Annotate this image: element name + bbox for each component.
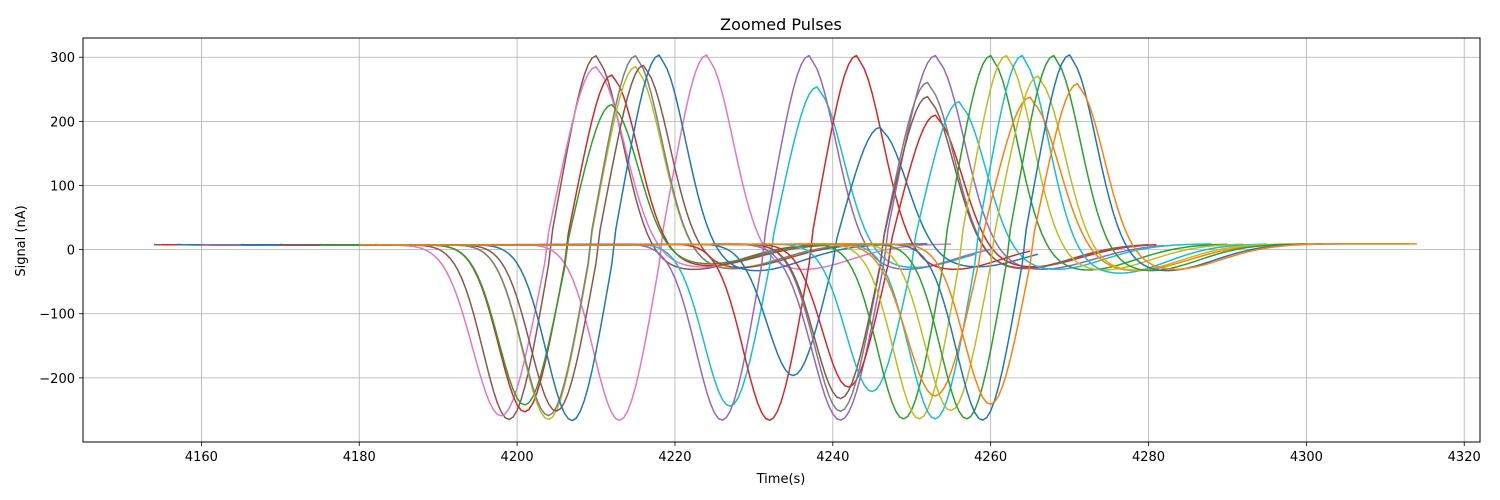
x-tick-label: 4180 (343, 450, 376, 465)
y-tick-label: 200 (50, 115, 75, 130)
y-axis-label: Signal (nA) (14, 205, 29, 276)
y-tick-label: 0 (67, 244, 75, 259)
grid (83, 38, 1480, 442)
ticks: 4160 4180 4200 4220 4240 4260 4280 4300 4320 −200… (39, 51, 1480, 465)
series-group (154, 54, 1417, 422)
x-axis-label: Time(s) (756, 472, 806, 487)
x-tick-label: 4280 (1132, 450, 1165, 465)
x-tick-label: 4320 (1448, 450, 1481, 465)
y-tick-label: −200 (39, 372, 75, 387)
y-tick-label: 100 (50, 179, 75, 194)
x-tick-label: 4200 (501, 450, 534, 465)
axes-frame (82, 37, 1481, 443)
x-tick-label: 4260 (974, 450, 1007, 465)
x-tick-label: 4160 (185, 450, 218, 465)
x-tick-label: 4300 (1290, 450, 1323, 465)
x-tick-label: 4220 (658, 450, 691, 465)
y-tick-label: −100 (39, 308, 75, 323)
y-tick-label: 300 (50, 51, 75, 66)
chart-title: Zoomed Pulses (720, 15, 842, 34)
x-tick-label: 4240 (816, 450, 849, 465)
pulse-series-26 (375, 82, 1417, 405)
